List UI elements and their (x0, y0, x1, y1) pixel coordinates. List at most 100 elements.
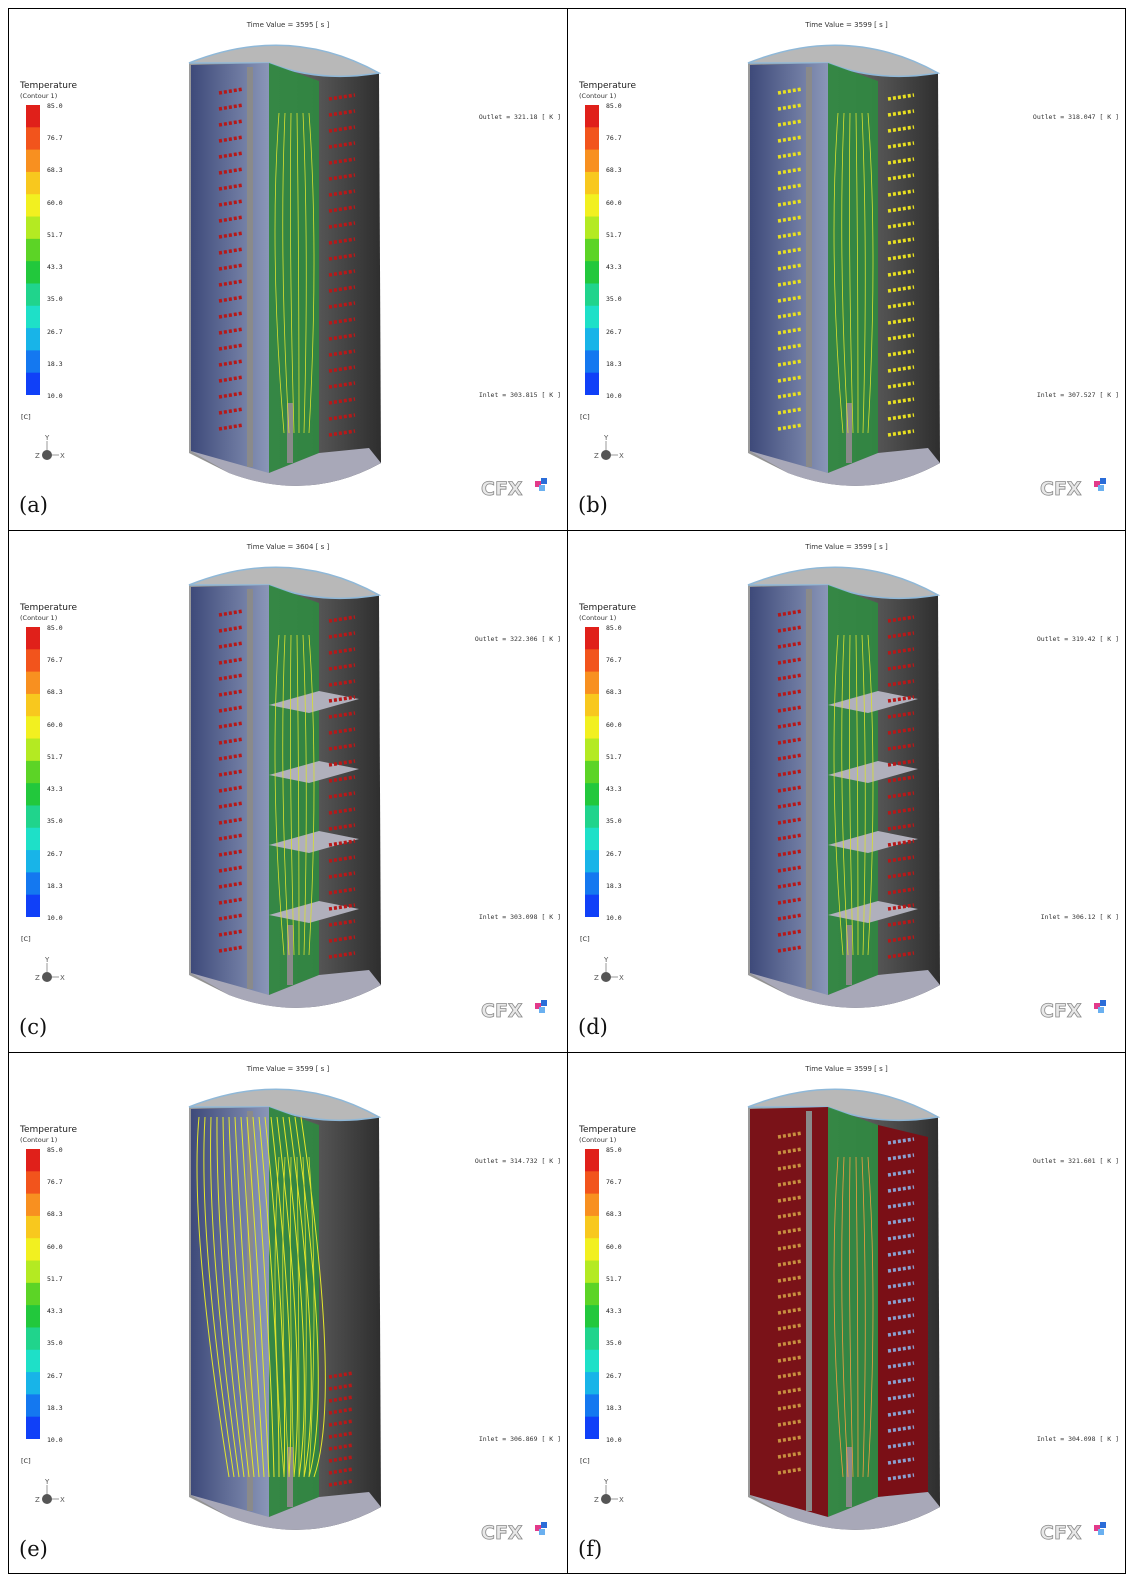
colorbar-band (585, 217, 599, 240)
panel-label: (b) (578, 493, 608, 517)
legend-unit: [C] (21, 1457, 31, 1465)
colorbar-tick-label: 85.0 (606, 1146, 622, 1154)
axis-triad-icon: Y X Z (588, 955, 628, 995)
colorbar-tick-label: 51.7 (47, 1275, 63, 1283)
logo-mark-lightblue (1098, 485, 1104, 491)
colorbar-tick-label: 10.0 (47, 392, 63, 400)
triad-x-label: X (619, 452, 624, 460)
colorbar-band (585, 694, 599, 717)
legend-subtitle: (Contour 1) (20, 614, 57, 622)
triad-origin (601, 972, 611, 982)
logo-mark-lightblue (539, 1529, 545, 1535)
logo-mark-lightblue (1098, 1529, 1104, 1535)
colorbar-band (585, 1216, 599, 1239)
colorbar-band (26, 1305, 40, 1328)
cfx-logo-text: CFX (481, 1522, 523, 1544)
colorbar-tick-label: 85.0 (606, 102, 622, 110)
colorbar-tick-label: 51.7 (47, 753, 63, 761)
legend-unit: [C] (21, 935, 31, 943)
colorbar-tick-label: 35.0 (47, 295, 63, 303)
colorbar-band (26, 694, 40, 717)
cfx-logo: CFX (479, 1519, 559, 1545)
colorbar-band (585, 1238, 599, 1261)
cfx-logo-text: CFX (1040, 1000, 1082, 1022)
panel-label: (c) (19, 1015, 47, 1039)
cfx-logo-text: CFX (481, 1000, 523, 1022)
colorbar-tick-label: 43.3 (606, 263, 622, 271)
colorbar-band (585, 328, 599, 351)
triad-x-label: X (60, 974, 65, 982)
outlet-temperature: Outlet = 314.732 [ K ] (475, 1157, 561, 1165)
legend-title: Temperature (20, 604, 77, 613)
tank-render (169, 555, 395, 1033)
colorbar-tick-label: 18.3 (47, 360, 63, 368)
colorbar-band (585, 1417, 599, 1439)
triad-origin (601, 1494, 611, 1504)
axis-triad-icon: Y X Z (29, 955, 69, 995)
colorbar-band (585, 1171, 599, 1194)
logo-mark-lightblue (539, 485, 545, 491)
legend-subtitle: (Contour 1) (579, 92, 616, 100)
colorbar-band (26, 150, 40, 173)
triad-origin (42, 450, 52, 460)
panel-a: Time Value = 3595 [ s ] Temperature (Con… (8, 8, 567, 530)
colorbar-band (585, 105, 599, 128)
colorbar-tick-label: 43.3 (47, 1307, 63, 1315)
colorbar-band (585, 1149, 599, 1172)
colorbar-band (26, 1372, 40, 1395)
colorbar-band (585, 739, 599, 762)
triad-x-label: X (619, 1496, 624, 1504)
colorbar-band (26, 261, 40, 284)
inlet-temperature: Inlet = 303.815 [ K ] (479, 391, 561, 399)
colorbar-band (26, 761, 40, 784)
colorbar-band (585, 850, 599, 873)
colorbar-band (585, 306, 599, 329)
colorbar-band (26, 283, 40, 306)
legend-unit: [C] (580, 413, 590, 421)
cfx-logo: CFX (479, 475, 559, 501)
cfx-logo-text: CFX (1040, 1522, 1082, 1544)
colorbar-tick-label: 10.0 (47, 1436, 63, 1444)
colorbar-band (585, 127, 599, 150)
temperature-colorbar (26, 105, 40, 395)
colorbar-band (585, 672, 599, 695)
colorbar-tick-label: 68.3 (606, 1210, 622, 1218)
colorbar-tick-label: 76.7 (47, 134, 63, 142)
tank-render (728, 33, 954, 511)
colorbar-tick-label: 35.0 (606, 295, 622, 303)
triad-origin (42, 1494, 52, 1504)
legend-subtitle: (Contour 1) (20, 92, 57, 100)
cfx-logo: CFX (1038, 1519, 1118, 1545)
legend-title: Temperature (20, 1126, 77, 1135)
triad-z-label: Z (594, 1496, 599, 1504)
colorbar-tick-label: 10.0 (606, 1436, 622, 1444)
colorbar-band (26, 1238, 40, 1261)
tank-render (169, 33, 395, 511)
colorbar-band (26, 1194, 40, 1217)
mid-plane (828, 585, 878, 995)
colorbar-band (26, 172, 40, 195)
outer-red-wall (878, 1125, 928, 1497)
panel-b: Time Value = 3599 [ s ] Temperature (Con… (567, 8, 1126, 530)
outlet-temperature: Outlet = 318.047 [ K ] (1033, 113, 1119, 121)
colorbar-band (585, 1350, 599, 1373)
legend-subtitle: (Contour 1) (579, 1136, 616, 1144)
cfx-logo-text: CFX (481, 478, 523, 500)
logo-mark-blue (1100, 1522, 1106, 1528)
colorbar-tick-label: 43.3 (47, 785, 63, 793)
colorbar-tick-label: 43.3 (606, 785, 622, 793)
colorbar-tick-label: 51.7 (606, 1275, 622, 1283)
triad-origin (601, 450, 611, 460)
colorbar-band (585, 627, 599, 650)
axis-triad-icon: Y X Z (29, 433, 69, 473)
panel-label: (f) (578, 1537, 602, 1561)
outlet-temperature: Outlet = 321.601 [ K ] (1033, 1157, 1119, 1165)
axis-triad-icon: Y X Z (588, 1477, 628, 1517)
colorbar-tick-label: 10.0 (606, 392, 622, 400)
legend-title: Temperature (20, 82, 77, 91)
colorbar-band (26, 1216, 40, 1239)
colorbar-tick-label: 68.3 (606, 166, 622, 174)
time-value-label: Time Value = 3604 [ s ] (9, 543, 567, 551)
colorbar-tick-label: 51.7 (606, 231, 622, 239)
colorbar-band (26, 127, 40, 150)
